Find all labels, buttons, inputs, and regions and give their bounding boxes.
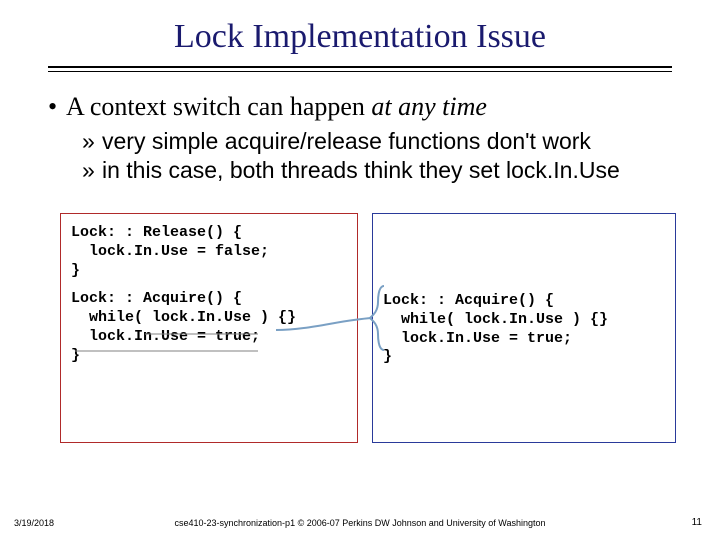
code-box-right: Lock: : Acquire() { while( lock.In.Use )… [372, 213, 676, 443]
sub-bullet-1: »very simple acquire/release functions d… [82, 128, 672, 155]
bullet-dot-icon: • [48, 92, 66, 122]
bullet-list: •A context switch can happen at any time… [48, 92, 672, 186]
code-box-left: Lock: : Release() { lock.In.Use = false;… [60, 213, 358, 443]
main-bullet-em: at any time [371, 92, 487, 121]
sub-bullet-2: »in this case, both threads think they s… [82, 157, 672, 184]
sub-bullet-marker-icon: » [82, 128, 102, 155]
title-underline-thin [48, 71, 672, 72]
main-bullet-text: A context switch can happen [66, 92, 371, 121]
code-right-spacer [383, 224, 665, 292]
sub-bullet-marker-icon: » [82, 157, 102, 184]
code-acquire-left: Lock: : Acquire() { while( lock.In.Use )… [71, 290, 347, 365]
code-release: Lock: : Release() { lock.In.Use = false;… [71, 224, 347, 280]
title-underline [48, 66, 672, 68]
code-acquire-right: Lock: : Acquire() { while( lock.In.Use )… [383, 292, 665, 367]
footer-page-number: 11 [692, 517, 702, 528]
slide-title: Lock Implementation Issue [0, 18, 720, 56]
footer-center: cse410-23-synchronization-p1 © 2006-07 P… [0, 518, 720, 528]
slide: Lock Implementation Issue •A context swi… [0, 0, 720, 540]
sub-bullet-1-text: very simple acquire/release functions do… [102, 128, 591, 154]
main-bullet: •A context switch can happen at any time [48, 92, 672, 122]
sub-bullet-2-text: in this case, both threads think they se… [102, 157, 620, 183]
